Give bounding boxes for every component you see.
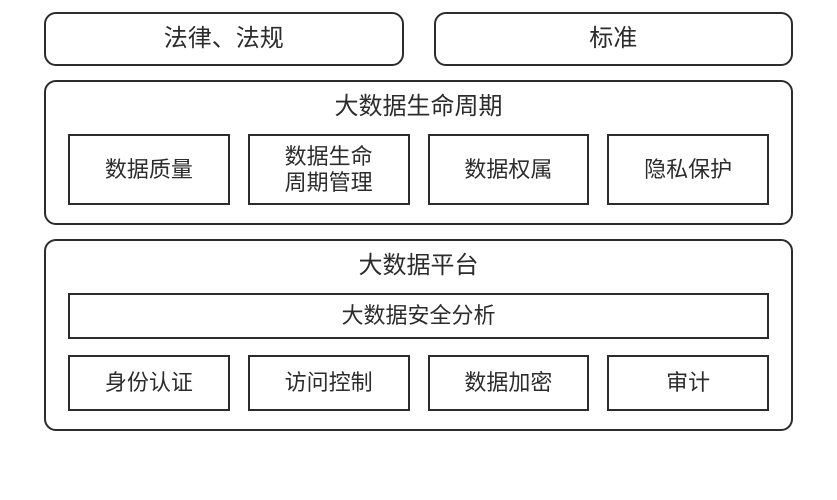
lifecycle-section: 大数据生命周期 数据质量 数据生命 周期管理 数据权属 隐私保护 [44, 80, 793, 225]
top-box-laws: 法律、法规 [44, 12, 404, 66]
lifecycle-item-management: 数据生命 周期管理 [248, 134, 410, 206]
lifecycle-title: 大数据生命周期 [68, 92, 769, 123]
lifecycle-item-ownership: 数据权属 [428, 134, 590, 206]
platform-section: 大数据平台 大数据安全分析 身份认证 访问控制 数据加密 审计 [44, 239, 793, 430]
lifecycle-item-quality: 数据质量 [68, 134, 230, 206]
lifecycle-item-privacy: 隐私保护 [607, 134, 769, 206]
big-data-security-diagram: 法律、法规 标准 大数据生命周期 数据质量 数据生命 周期管理 数据权属 隐私保… [44, 12, 793, 431]
top-row: 法律、法规 标准 [44, 12, 793, 66]
platform-title: 大数据平台 [68, 251, 769, 282]
platform-item-audit: 审计 [607, 355, 769, 411]
platform-item-access: 访问控制 [248, 355, 410, 411]
top-box-standards: 标准 [434, 12, 794, 66]
platform-analysis-box: 大数据安全分析 [68, 293, 769, 339]
platform-item-auth: 身份认证 [68, 355, 230, 411]
platform-item-encryption: 数据加密 [428, 355, 590, 411]
platform-analysis-row: 大数据安全分析 [68, 293, 769, 339]
platform-items-row: 身份认证 访问控制 数据加密 审计 [68, 355, 769, 411]
lifecycle-items-row: 数据质量 数据生命 周期管理 数据权属 隐私保护 [68, 134, 769, 206]
